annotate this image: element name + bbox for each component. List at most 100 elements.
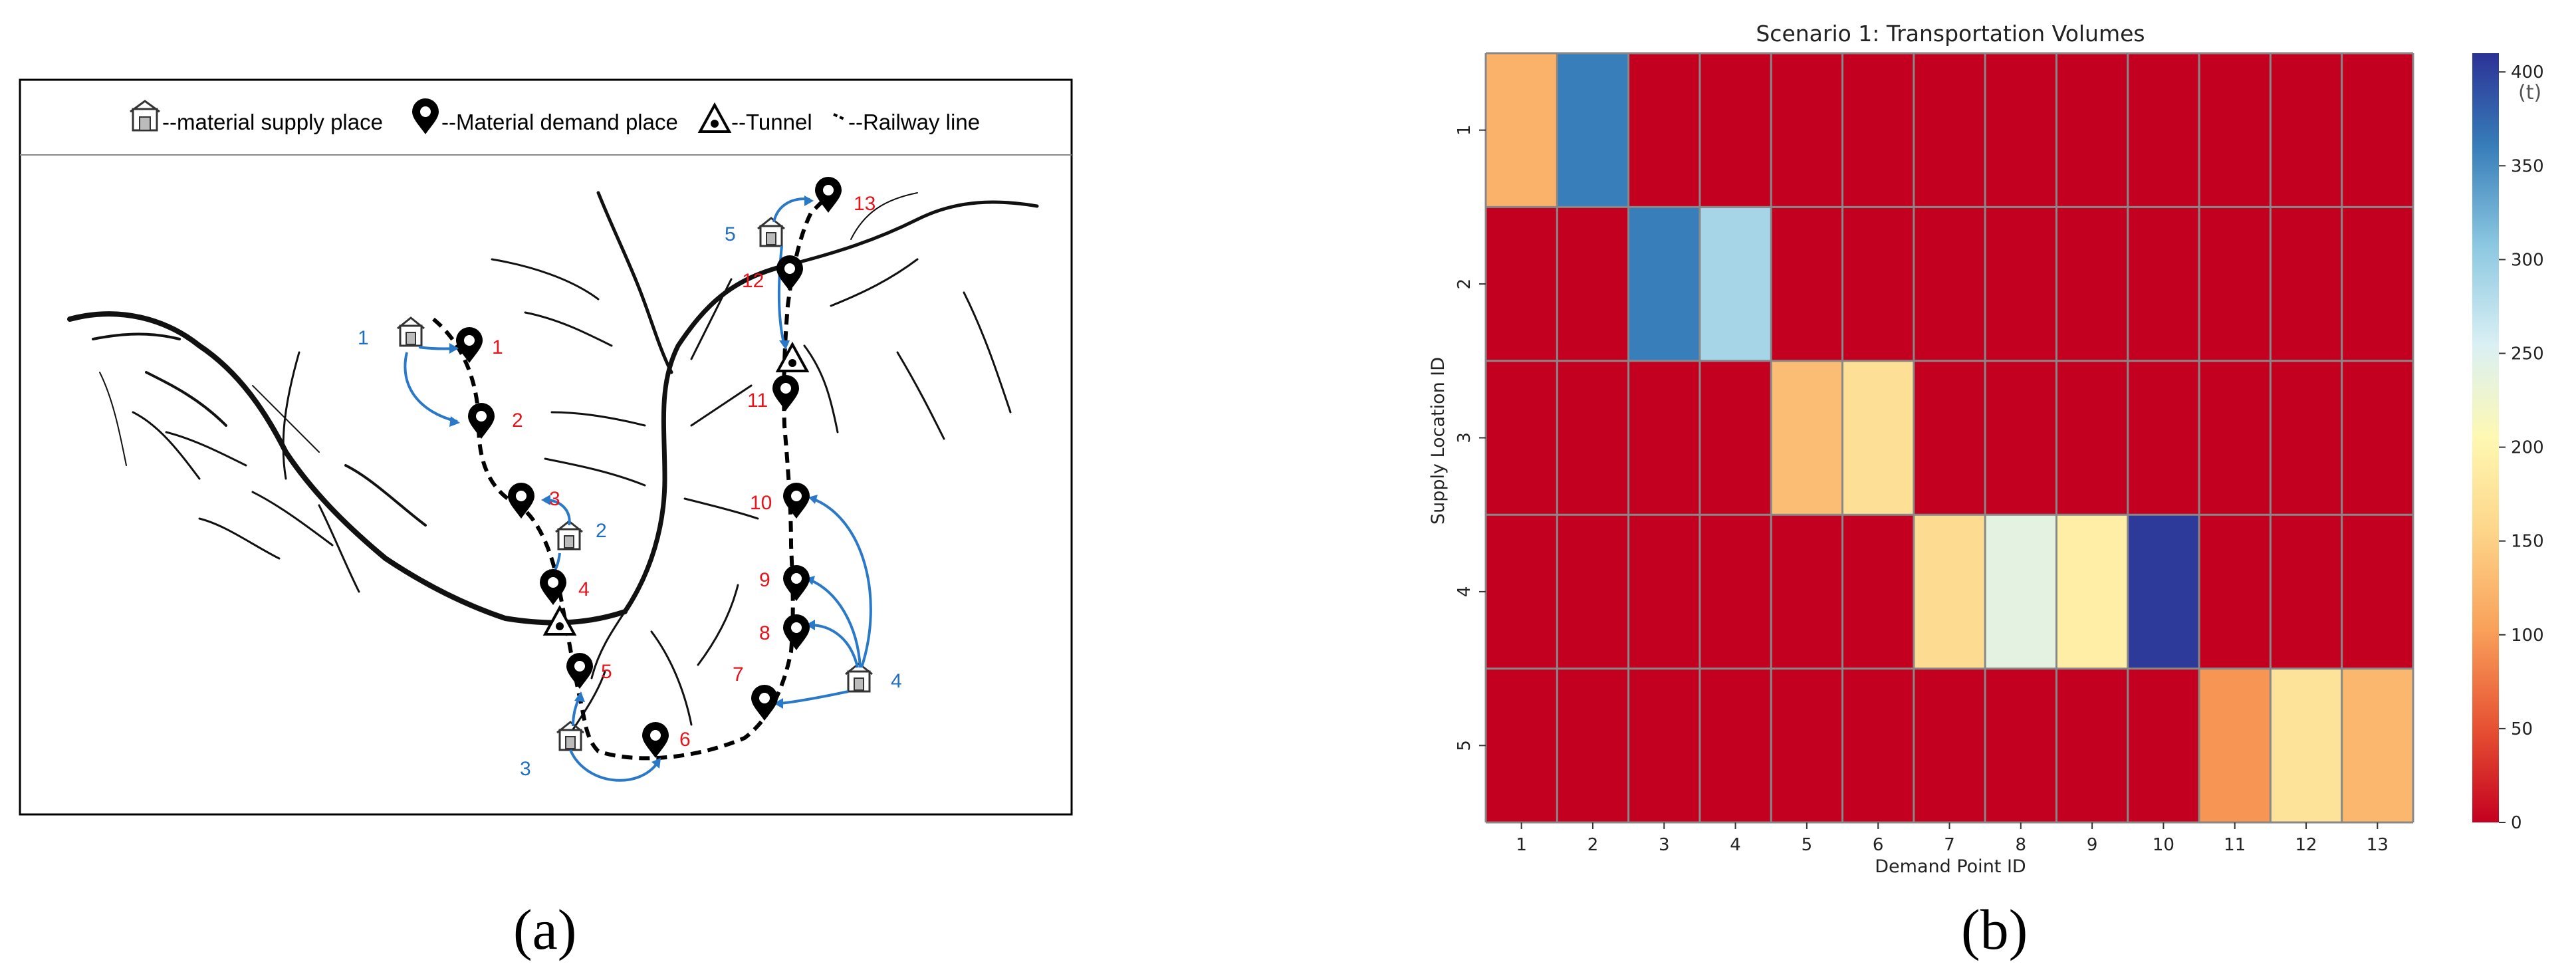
heatmap-cell: [1913, 515, 1986, 669]
x-tick-label: 2: [1587, 835, 1599, 855]
supply-label: 5: [725, 223, 736, 245]
colorbar-tick-label: 50: [2511, 719, 2533, 739]
heatmap-cell: [1842, 207, 1914, 361]
heatmap-cell: [1913, 207, 1986, 361]
supply-label: 2: [596, 520, 607, 542]
y-tick-label: 3: [1455, 432, 1474, 443]
heatmap-cell: [2341, 360, 2413, 515]
supply-legend-icon: [130, 100, 160, 132]
y-tick-label: 2: [1455, 279, 1474, 290]
demand-marker: [751, 685, 778, 721]
heatmap-cell: [1842, 668, 1914, 822]
heatmap-cell: [1842, 515, 1914, 669]
tunnel-legend-icon: [697, 102, 732, 133]
y-axis-label: Supply Location ID: [1428, 357, 1449, 525]
heatmap-cell: [1771, 207, 1843, 361]
heatmap-cell: [2056, 53, 2128, 207]
supply-place-icon: [757, 217, 785, 247]
heatmap-cell: [2341, 515, 2413, 669]
heatmap-cell: [1628, 360, 1700, 515]
heatmap-cell: [2270, 668, 2342, 822]
colorbar-tick-label: 100: [2511, 626, 2544, 646]
river-network: [67, 191, 1039, 733]
heatmap-cell: [1486, 668, 1558, 822]
demand-label: 2: [512, 410, 523, 431]
heatmap-cell: [2341, 668, 2413, 822]
heatmap-cell: [1913, 53, 1986, 207]
demand-marker: [783, 614, 810, 650]
demand-marker: [566, 653, 593, 689]
colorbar-tick-label: 0: [2511, 813, 2522, 833]
heatmap-cell: [2270, 53, 2342, 207]
colorbar-tick-label: 300: [2511, 250, 2544, 270]
heatmap-cell: [1985, 668, 2057, 822]
tunnel-icon: [775, 341, 810, 372]
demand-marker: [508, 483, 534, 519]
heatmap-cell: [1699, 53, 1772, 207]
x-axis-ticks: 1 2 3 4 5 6 7 8 9 10 11 12 13: [1516, 822, 2389, 855]
colorbar-unit: (t): [2518, 81, 2541, 104]
demand-label: 7: [733, 664, 744, 685]
x-tick-label: 5: [1802, 835, 1813, 855]
x-tick-label: 13: [2367, 835, 2389, 855]
heatmap-cell: [1628, 668, 1700, 822]
y-tick-label: 1: [1455, 124, 1474, 136]
panel-a-label: (a): [513, 898, 577, 961]
y-tick-label: 4: [1455, 586, 1474, 598]
heatmap-cell: [1985, 360, 2057, 515]
x-tick-label: 3: [1659, 835, 1670, 855]
x-tick-label: 11: [2224, 835, 2246, 855]
colorbar-tick-label: 400: [2511, 62, 2544, 82]
demand-marker: [456, 327, 483, 363]
legend-supply-text: --material supply place: [162, 110, 383, 134]
heatmap-cell: [1842, 53, 1914, 207]
heatmap-cell: [2056, 360, 2128, 515]
heatmap-cell: [2127, 668, 2200, 822]
supply-labels: 1 2 3 4 5: [358, 223, 902, 780]
x-tick-label: 10: [2153, 835, 2174, 855]
heatmap-cell: [1771, 360, 1843, 515]
heatmap-cell: [1486, 515, 1558, 669]
heatmap-cell: [2199, 207, 2271, 361]
heatmap-cell: [2056, 668, 2128, 822]
heatmap-cell: [2199, 668, 2271, 822]
heatmap-cell: [2199, 360, 2271, 515]
demand-label: 10: [750, 492, 772, 514]
demand-marker: [783, 483, 810, 519]
heatmap-cell: [1699, 207, 1772, 361]
heatmap-cell: [1842, 360, 1914, 515]
heatmap-cell: [1771, 668, 1843, 822]
demand-marker: [540, 569, 566, 605]
heatmap-cell: [1557, 53, 1629, 207]
heatmap-cell: [1486, 360, 1558, 515]
x-tick-label: 9: [2087, 835, 2098, 855]
colorbar-ticks: 0 50 100 150 200 250 300 350 400: [2499, 62, 2544, 833]
heatmap-cell: [1486, 53, 1558, 207]
colorbar-tick-label: 200: [2511, 438, 2544, 458]
y-tick-label: 5: [1455, 740, 1474, 751]
supply-label: 1: [358, 327, 369, 349]
x-tick-label: 8: [2016, 835, 2027, 855]
x-tick-label: 6: [1873, 835, 1884, 855]
y-axis-ticks: 1 2 3 4 5: [1455, 124, 1486, 751]
supply-place-icon: [397, 316, 425, 347]
heatmap-cell: [1557, 207, 1629, 361]
heatmap-cells: [1486, 53, 2413, 822]
colorbar: [2472, 53, 2499, 822]
heatmap-cell: [1771, 515, 1843, 669]
panel-b-label: (b): [1961, 898, 2028, 961]
heatmap-cell: [2199, 515, 2271, 669]
heatmap-cell: [1913, 668, 1986, 822]
heatmap-cell: [2270, 515, 2342, 669]
demand-label: 4: [578, 578, 590, 600]
heatmap-cell: [1985, 515, 2057, 669]
heatmap-cell: [1699, 515, 1772, 669]
colorbar-tick-label: 150: [2511, 532, 2544, 552]
railway-legend-icon: [833, 113, 846, 121]
demand-label: 3: [549, 488, 560, 510]
heatmap-cell: [2341, 53, 2413, 207]
demand-label: 13: [854, 193, 876, 215]
heatmap-cell: [2056, 515, 2128, 669]
heatmap-cell: [2341, 207, 2413, 361]
